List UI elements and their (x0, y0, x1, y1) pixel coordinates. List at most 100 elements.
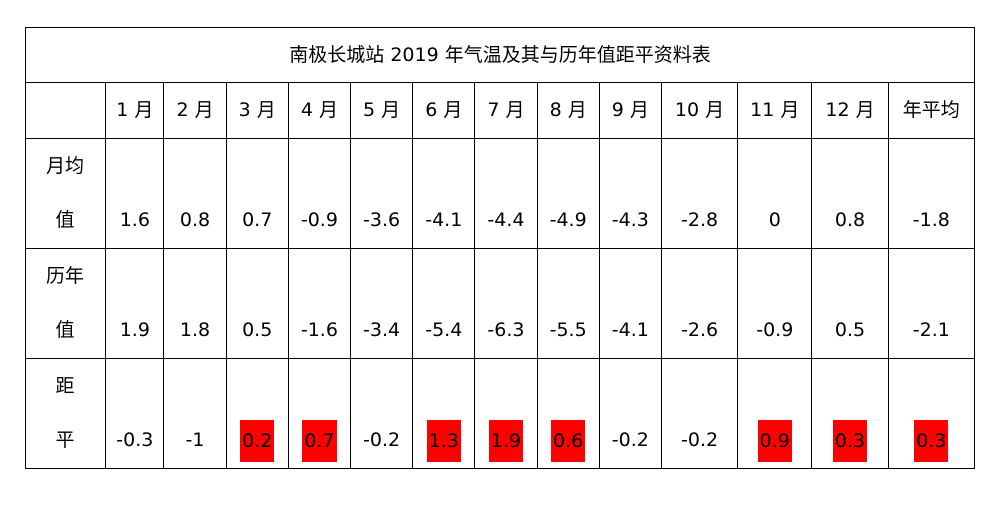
cell-value-highlighted: 1.9 (488, 420, 524, 462)
cell-value: -1.8 (912, 209, 950, 231)
cell-value-highlighted: 0.2 (240, 420, 275, 462)
cell-value: -0.3 (116, 429, 154, 451)
row-label-line2: 值 (55, 209, 75, 231)
cell-value: 0.8 (834, 209, 866, 231)
row-label-line1: 距 (55, 375, 75, 397)
cell-value-highlighted: 0.7 (302, 420, 337, 462)
column-header: 4 月 (287, 82, 351, 139)
value-cell: -2.8 (660, 138, 739, 249)
value-cell: 1.9 (105, 248, 165, 359)
cell-value: -5.4 (425, 319, 463, 341)
row-label-cell: 月均值 (24, 138, 107, 249)
value-cell: -4.3 (598, 138, 662, 249)
table-row: 历年值 1.9 1.8 0.5 -1.6 -3.4 -5.4 -6.3 -5.5 -4.1 -2.6… (24, 248, 976, 359)
cell-value: -0.2 (363, 429, 401, 451)
row-label-line1: 历年 (45, 265, 84, 287)
cell-value: 0.5 (834, 319, 866, 341)
column-header: 2 月 (163, 82, 227, 139)
row-label-cell: 历年值 (24, 248, 107, 359)
cell-value-highlighted: 0.9 (757, 420, 792, 462)
value-cell: -0.3 (105, 358, 165, 469)
value-cell: -0.9 (737, 248, 813, 359)
row-label-cell: 距平 (24, 358, 107, 469)
row-label-line2: 值 (55, 319, 75, 341)
value-cell: 0.8 (811, 138, 889, 249)
value-cell: 0.5 (225, 248, 289, 359)
column-header: 8 月 (536, 82, 600, 139)
column-header: 10 月 (660, 82, 739, 139)
column-header: 6 月 (412, 82, 476, 139)
column-header: 5 月 (349, 82, 414, 139)
cell-value: -0.2 (611, 429, 649, 451)
cell-value-highlighted: 1.3 (426, 420, 461, 462)
column-header: 1 月 (105, 82, 165, 139)
value-cell: -4.1 (412, 138, 476, 249)
cell-value: -2.8 (681, 209, 719, 231)
table-row: 月均值 1.6 0.8 0.7 -0.9 -3.6 -4.1 -4.4 -4.9 -4.3 -2.8… (24, 138, 976, 249)
cell-value: -2.1 (912, 319, 950, 341)
value-cell: -0.2 (598, 358, 662, 469)
cell-value: -4.3 (611, 209, 649, 231)
cell-value-highlighted: 0.3 (914, 420, 949, 462)
value-cell: 0.6 (536, 358, 600, 469)
value-cell: -4.9 (536, 138, 600, 249)
cell-value: 0.7 (242, 209, 273, 231)
cell-value: -0.2 (681, 429, 719, 451)
value-cell: -4.4 (474, 138, 538, 249)
value-cell: 0.5 (811, 248, 889, 359)
cell-value: -3.6 (363, 209, 401, 231)
value-cell: -0.2 (660, 358, 739, 469)
value-cell: -2.1 (887, 248, 976, 359)
column-header: 3 月 (225, 82, 289, 139)
value-cell: 1.3 (412, 358, 476, 469)
cell-value: -4.4 (487, 209, 525, 231)
table-row: 距平 -0.3 -1 0.2 0.7 -0.2 1.3 1.9 0.6 -0.2 -0.2 0.9 0.… (24, 358, 976, 469)
cell-value: -4.1 (611, 319, 649, 341)
cell-value: 1.8 (179, 319, 211, 341)
cell-value: 1.6 (119, 209, 150, 231)
value-cell: -2.6 (660, 248, 739, 359)
value-cell: -3.4 (349, 248, 414, 359)
value-cell: 1.9 (474, 358, 538, 469)
cell-value: -0.9 (756, 319, 794, 341)
value-cell: 0.3 (811, 358, 889, 469)
cell-value: -1.6 (300, 319, 338, 341)
value-cell: 0.3 (887, 358, 976, 469)
value-cell: 0.8 (163, 138, 227, 249)
cell-value: 1.9 (119, 319, 150, 341)
cell-value: 0.8 (179, 209, 211, 231)
cell-value-highlighted: 0.3 (832, 420, 868, 462)
column-header: 7 月 (474, 82, 538, 139)
value-cell: -5.4 (412, 248, 476, 359)
cell-value: -2.6 (681, 319, 719, 341)
value-cell: 0.7 (287, 358, 351, 469)
table-title: 南极长城站 2019 年气温及其与历年值距平资料表 (25, 27, 975, 83)
cell-value: -4.1 (425, 209, 463, 231)
cell-value: -1 (185, 429, 205, 451)
value-cell: 1.8 (163, 248, 227, 359)
value-cell: -0.9 (287, 138, 351, 249)
column-header: 11 月 (737, 82, 813, 139)
column-header: 年平均 (887, 82, 976, 139)
value-cell: 0.2 (225, 358, 289, 469)
value-cell: -1.6 (287, 248, 351, 359)
header-corner-cell (24, 82, 107, 139)
cell-value: -3.4 (363, 319, 401, 341)
value-cell: 1.6 (105, 138, 165, 249)
cell-value-highlighted: 0.6 (551, 420, 586, 462)
row-label-line2: 平 (55, 429, 75, 451)
value-cell: 0.7 (225, 138, 289, 249)
value-cell: -1 (163, 358, 227, 469)
value-cell: -1.8 (887, 138, 976, 249)
cell-value: 0.5 (242, 319, 273, 341)
value-cell: 0.9 (737, 358, 813, 469)
value-cell: -4.1 (598, 248, 662, 359)
cell-value: -4.9 (549, 209, 587, 231)
value-cell: 0 (737, 138, 813, 249)
value-cell: -0.2 (349, 358, 414, 469)
row-label-line1: 月均 (45, 155, 84, 177)
value-cell: -6.3 (474, 248, 538, 359)
column-header: 12 月 (811, 82, 889, 139)
